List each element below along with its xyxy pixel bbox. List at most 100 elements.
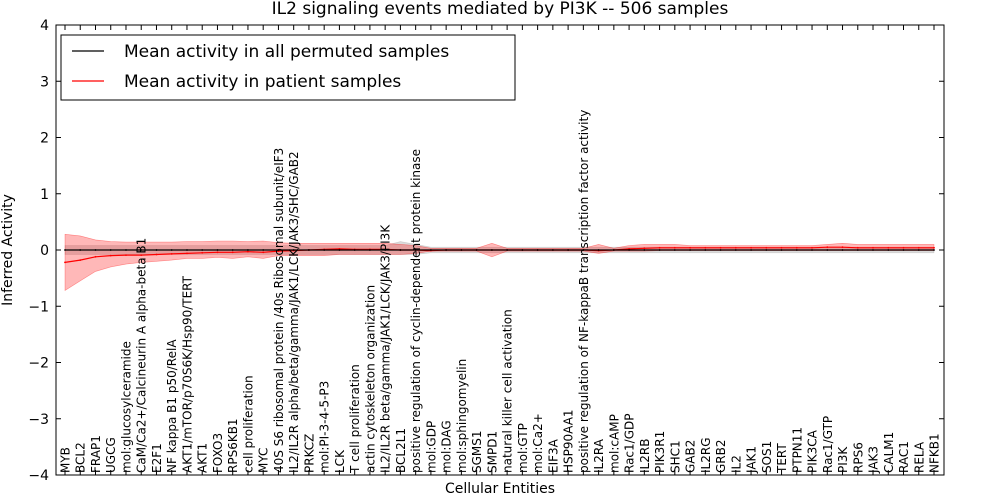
data-point-permuted (719, 249, 722, 251)
data-point-permuted (933, 249, 935, 251)
data-point-permuted (247, 249, 249, 251)
x-tick-label: IL2/IL2R beta/gamma/JAK1/LCK/JAK3/PI3K (379, 224, 393, 473)
data-point-permuted (338, 249, 341, 251)
data-point-permuted (292, 249, 295, 251)
x-tick-label: Rac1/GDP (623, 414, 637, 473)
x-tick-label: JAK1 (745, 446, 759, 474)
y-tick-label: −4 (28, 468, 49, 484)
x-tick-label: mol:GDP (424, 421, 438, 473)
data-point-permuted (384, 249, 387, 251)
data-point-permuted (369, 249, 371, 251)
data-point-permuted (109, 249, 112, 251)
data-point-patient (673, 246, 676, 249)
data-point-permuted (628, 249, 630, 251)
data-point-permuted (125, 249, 127, 251)
x-axis-label: Cellular Entities (445, 481, 555, 497)
x-tick-label: FOXO3 (211, 433, 225, 473)
data-point-permuted (872, 249, 874, 251)
data-point-patient (902, 246, 905, 249)
x-tick-label: RPS6 (851, 442, 865, 473)
y-tick-label: 4 (40, 18, 49, 34)
data-point-patient (155, 253, 158, 256)
data-point-permuted (414, 249, 417, 251)
data-point-patient (689, 246, 691, 249)
data-point-permuted (170, 249, 173, 251)
data-point-permuted (323, 249, 326, 251)
x-tick-label: actin cytoskeleton organization (363, 285, 377, 473)
data-point-permuted (612, 249, 615, 251)
data-point-patient (64, 261, 66, 264)
y-tick-label: 2 (40, 131, 49, 147)
data-point-permuted (521, 249, 524, 251)
x-tick-label: NFKB1 (928, 433, 942, 473)
x-tick-label: HSP90AA1 (562, 409, 576, 473)
data-point-permuted (262, 249, 265, 251)
data-point-patient (262, 251, 265, 254)
data-point-permuted (201, 249, 204, 251)
legend-entry-patient: Mean activity in patient samples (124, 72, 401, 92)
data-point-permuted (308, 249, 310, 251)
data-point-permuted (795, 249, 798, 251)
data-point-permuted (491, 249, 493, 251)
data-point-patient (780, 246, 783, 249)
data-point-patient (811, 246, 813, 249)
x-tick-label: TERT (775, 443, 789, 474)
data-point-patient (734, 246, 737, 249)
x-tick-label: GAB2 (684, 440, 698, 473)
data-point-permuted (64, 249, 66, 251)
data-point-permuted (445, 249, 447, 251)
x-tick-label: PIK3R1 (653, 431, 667, 473)
x-tick-label: BCL2 (74, 442, 88, 473)
data-point-permuted (856, 249, 859, 251)
x-tick-label: E2F1 (150, 443, 164, 473)
chart-title: IL2 signaling events mediated by PI3K --… (272, 0, 729, 19)
data-point-permuted (155, 249, 158, 251)
x-tick-label: Rac1/GTP (821, 416, 835, 473)
x-tick-label: SGMS1 (470, 430, 484, 473)
y-tick-label: 3 (40, 74, 49, 90)
x-tick-label: CALM1 (882, 432, 896, 473)
x-tick-label: MYC (257, 448, 271, 473)
x-tick-label: natural killer cell activation (501, 309, 515, 473)
data-point-permuted (399, 249, 402, 251)
y-tick-label: −1 (28, 299, 49, 315)
x-tick-label: GRB2 (714, 439, 728, 473)
data-point-permuted (734, 249, 737, 251)
legend-box (60, 34, 516, 101)
data-point-permuted (536, 249, 539, 251)
data-point-permuted (567, 249, 569, 251)
x-tick-label: SHC1 (668, 440, 682, 473)
x-tick-label: PI3K (836, 446, 850, 473)
x-tick-label: FRAP1 (89, 435, 103, 473)
data-point-patient (750, 246, 752, 249)
x-tick-label: 40S S6 ribosomal protein /40s Ribosomal … (272, 148, 286, 473)
y-tick-label: 1 (40, 187, 49, 203)
data-point-permuted (917, 249, 920, 251)
data-point-patient (186, 252, 188, 255)
data-point-permuted (673, 249, 676, 251)
data-point-permuted (887, 249, 890, 251)
data-point-patient (247, 250, 249, 253)
x-tick-label: IL2RG (699, 438, 713, 474)
data-point-permuted (552, 249, 554, 251)
data-point-patient (719, 246, 722, 249)
x-tick-label: SMPD1 (485, 431, 499, 473)
y-axis-label: Inferred Activity (0, 194, 16, 306)
x-tick-label: mol:GTP (516, 423, 530, 473)
data-point-permuted (582, 249, 585, 251)
data-point-patient (872, 246, 874, 249)
x-tick-label: MYB (59, 447, 73, 473)
data-point-permuted (658, 249, 661, 251)
x-tick-label: positive regulation of cyclin-dependent … (409, 149, 423, 473)
x-tick-label: AKT1/mTOR/p70S6K/Hsp90/TERT (181, 275, 195, 473)
data-point-patient (109, 254, 112, 257)
x-tick-label: NF kappa B1 p50/RelA (165, 339, 179, 473)
line-layer (64, 246, 935, 264)
x-tick-label: LCK (333, 449, 347, 473)
legend-entry-permuted: Mean activity in all permuted samples (124, 42, 449, 62)
data-point-patient (826, 246, 829, 249)
data-point-permuted (841, 249, 844, 251)
x-axis: MYB BCL2 FRAP1 UGCG mol:glucosylceramide CaM/… (59, 25, 942, 475)
data-point-patient (231, 251, 234, 254)
x-tick-label: JAK3 (867, 446, 881, 474)
